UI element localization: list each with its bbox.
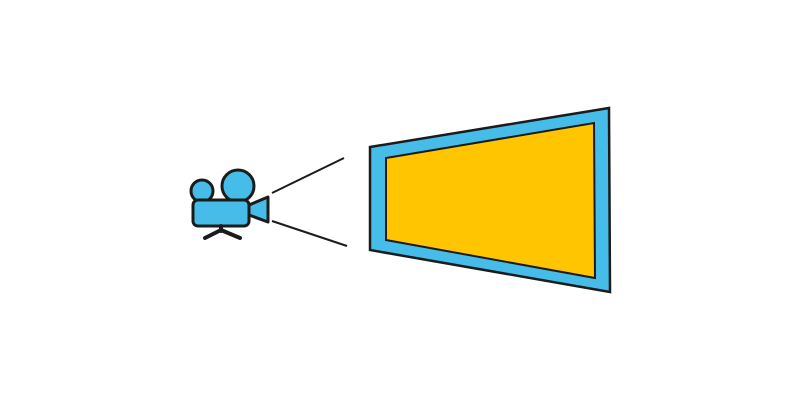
- video-camera-icon: [189, 168, 270, 240]
- camera-reel-large: [220, 168, 256, 204]
- screen-surface: [385, 121, 597, 280]
- projection-screen-icon: [368, 106, 612, 294]
- projection-beam-top: [271, 157, 345, 194]
- projection-beam-bottom: [271, 220, 348, 247]
- camera-tripod: [203, 224, 242, 240]
- camera-body: [191, 198, 251, 228]
- camera-lens: [247, 195, 270, 224]
